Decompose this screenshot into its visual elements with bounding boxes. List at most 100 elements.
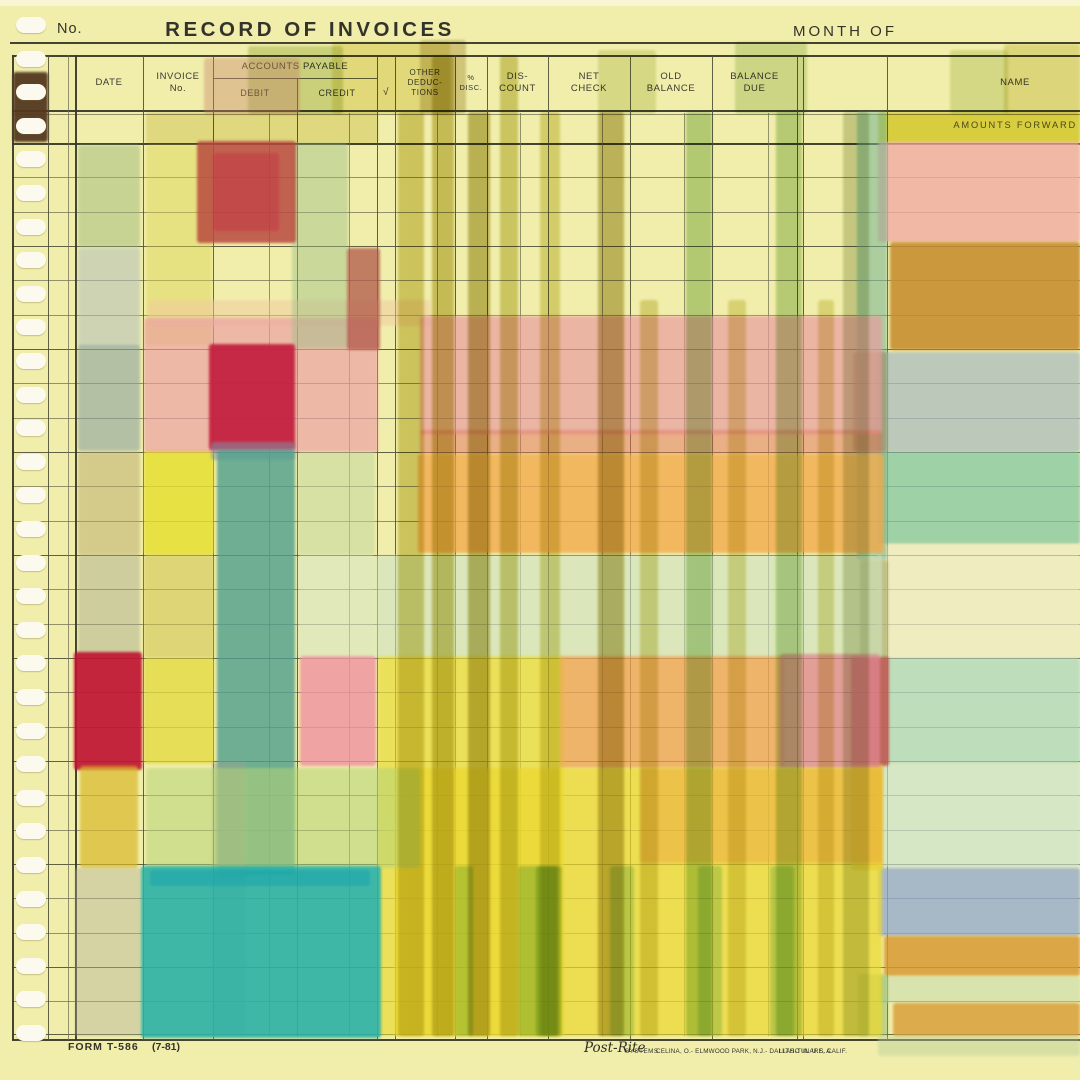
brand-litho-label: LITHO IN U.S.A. xyxy=(779,1048,834,1055)
binder-hole xyxy=(16,890,46,907)
brand-logo-text: Post-Rite xyxy=(584,1040,646,1056)
paint-name-band-teal xyxy=(878,452,1080,544)
binder-hole xyxy=(16,319,46,336)
paint-streak-olive-b xyxy=(432,56,454,1036)
paint-name-band-orange-1 xyxy=(884,936,1080,976)
paint-bottom-streak-teal-e xyxy=(770,866,794,1036)
paint-streak-greygreen xyxy=(843,112,869,1036)
paint-header-wash-green-3 xyxy=(735,42,807,114)
header-old-balance: OLD BALANCE xyxy=(646,70,696,94)
paint-debit-block-brick-core xyxy=(213,153,279,231)
page-no-label: No. xyxy=(57,21,83,37)
paint-turquoise-edge-cyan xyxy=(150,870,370,886)
paint-streak-olive-h xyxy=(728,300,746,1036)
paint-name-band-blue xyxy=(878,868,1080,936)
grid-vline xyxy=(48,55,50,1040)
grid-vline xyxy=(395,55,397,1040)
paint-streak-olive-i xyxy=(818,300,834,1036)
binder-hole xyxy=(16,453,46,470)
binder-hole xyxy=(16,689,46,705)
binder-hole xyxy=(16,151,46,168)
binder-hole xyxy=(16,655,46,672)
paint-name-band-cream xyxy=(878,544,1080,658)
paint-streak-olive-e xyxy=(540,112,560,1036)
paint-name-band-ochre xyxy=(890,242,1080,350)
binder-hole xyxy=(16,285,46,302)
paint-bottom-streak-teal-a xyxy=(455,866,473,1036)
form-revision-label: (7-81) xyxy=(152,1041,181,1053)
paint-debit-block-crimson xyxy=(209,344,295,450)
grid-vline xyxy=(297,78,299,1036)
paint-block-turquoise xyxy=(141,866,381,1038)
binder-hole xyxy=(16,857,46,873)
paint-mid-band-orange-2 xyxy=(560,656,784,768)
paint-name-band-yellow xyxy=(878,112,1080,143)
paint-invoice-block-yellow-2 xyxy=(144,658,214,764)
paint-header-wash-debit-red xyxy=(204,58,300,114)
paint-date-block-slate xyxy=(78,345,140,451)
paint-invoice-block-olive xyxy=(144,555,214,658)
paint-header-wash-green-2 xyxy=(598,50,656,114)
grid-hline xyxy=(12,1039,1080,1041)
binder-hole xyxy=(16,353,46,369)
paint-streak-olive-g xyxy=(640,300,658,1036)
paint-mid-band-orangetinge xyxy=(640,768,882,863)
paint-credit-block-pink xyxy=(300,656,376,766)
binder-hole xyxy=(16,924,46,941)
binder-hole xyxy=(16,823,46,840)
header-percent-disc: % DISC. xyxy=(459,73,483,92)
binder-hole xyxy=(16,554,46,571)
binder-hole xyxy=(16,521,46,537)
brand-systems-label: SYSTEMS xyxy=(625,1048,659,1055)
paint-date-block-mustard xyxy=(80,766,138,868)
paint-debit-wash-green xyxy=(292,143,348,348)
paint-name-band-green-bottom xyxy=(878,1036,1080,1056)
paint-credit-block-brick xyxy=(347,248,380,350)
paint-date-block-red xyxy=(74,652,142,770)
paint-bottom-streak-teal-c xyxy=(610,866,634,1036)
header-net-check: NET CHECK xyxy=(570,70,608,94)
grid-vline xyxy=(143,55,145,1040)
month-of-label: MONTH OF xyxy=(793,23,897,40)
paint-name-band-palegreen xyxy=(878,976,1080,1003)
header-date: DATE xyxy=(95,76,123,88)
binder-hole xyxy=(16,588,46,605)
paint-date-block-greyolive xyxy=(78,555,140,656)
paint-invoice-band-green xyxy=(146,768,420,868)
paint-name-band-paleteal xyxy=(878,764,1080,868)
grid-hline xyxy=(12,110,1080,112)
paint-credit-block-green xyxy=(298,452,375,555)
binder-hole xyxy=(16,621,46,638)
binder-hole xyxy=(16,789,46,806)
paint-credit-block-mint xyxy=(298,555,375,658)
binder-hole xyxy=(16,252,46,269)
paint-date-block-sage xyxy=(78,145,140,247)
paint-bottom-streak-green xyxy=(536,866,562,1036)
paint-header-wash-green-1 xyxy=(248,46,343,114)
paint-subrow-wash-olive xyxy=(146,112,378,144)
paint-bottom-streak-teal-d xyxy=(698,866,722,1036)
binder-hole xyxy=(16,386,46,403)
binder-hole xyxy=(16,991,46,1008)
paint-date-block-greybeige xyxy=(75,868,141,1036)
binder-hole xyxy=(16,420,46,437)
binder-hole xyxy=(16,50,46,67)
paint-name-band-bluegrey xyxy=(878,352,1080,452)
header-invoice-no: INVOICE No. xyxy=(156,70,200,94)
grid-vline xyxy=(12,55,14,1040)
grid-vline xyxy=(377,55,379,1040)
binder-hole xyxy=(16,84,46,101)
paint-streak-olive-d xyxy=(500,56,518,1036)
binder-hole xyxy=(16,722,46,739)
grid-hline xyxy=(12,55,1080,57)
paint-date-block-bluegrey xyxy=(78,248,140,348)
paint-date-block-tan xyxy=(78,452,140,555)
binder-hole xyxy=(16,487,46,504)
page-title: RECORD OF INVOICES xyxy=(165,18,455,41)
paint-header-wash-yellow-2 xyxy=(1004,44,1080,114)
binder-hole xyxy=(16,17,46,33)
paint-invoice-block-yellow xyxy=(144,450,214,555)
brand-locations-label: CELINA, O.- ELMWOOD PARK, N.J.- DALLAS-T… xyxy=(656,1048,848,1055)
paint-name-band-salmon xyxy=(878,142,1080,242)
